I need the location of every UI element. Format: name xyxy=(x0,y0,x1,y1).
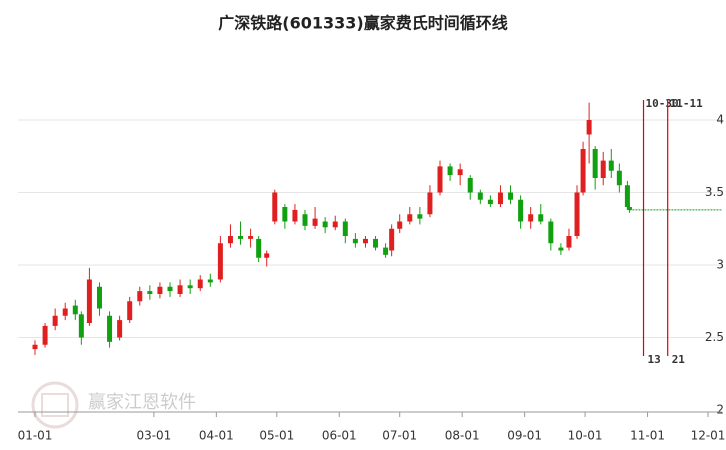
x-tick-label: 06-01 xyxy=(322,429,357,443)
candle-body xyxy=(127,301,133,321)
candle-body xyxy=(447,166,453,176)
x-tick-label: 05-01 xyxy=(259,429,294,443)
candle-body xyxy=(566,236,572,248)
candle-body xyxy=(626,207,632,210)
candle-body xyxy=(538,214,544,222)
candle-body xyxy=(362,238,368,244)
candle-body xyxy=(389,228,395,251)
candle-body xyxy=(72,305,78,315)
candle-body xyxy=(457,169,463,176)
candle-body xyxy=(616,170,622,186)
y-tick-label: 2 xyxy=(716,403,724,417)
candle-body xyxy=(42,325,48,345)
candle-body xyxy=(32,344,38,350)
candle-body xyxy=(78,314,84,338)
candle-body xyxy=(302,214,308,226)
candle-body xyxy=(217,243,223,280)
candle-body xyxy=(407,214,413,222)
cycle-date-label: 11-11 xyxy=(670,97,703,110)
candle-body xyxy=(437,166,443,193)
candle-body xyxy=(508,192,514,200)
candle-body xyxy=(197,279,203,289)
y-tick-label: 3.5 xyxy=(705,185,724,199)
x-tick-label: 04-01 xyxy=(199,429,234,443)
candle-body xyxy=(477,192,483,200)
candle-body xyxy=(558,247,564,251)
x-tick-label: 08-01 xyxy=(445,429,480,443)
candle-body xyxy=(352,238,358,244)
candle-body xyxy=(167,286,173,292)
watermark: 赢家江恩软件 xyxy=(88,391,196,413)
candle-body xyxy=(117,320,123,338)
candle-body xyxy=(322,221,328,228)
x-tick-label: 11-01 xyxy=(630,429,665,443)
candle-body xyxy=(147,291,153,294)
candle-body xyxy=(52,315,58,326)
x-tick-label: 07-01 xyxy=(382,429,417,443)
candle-body xyxy=(417,214,423,219)
candle-body xyxy=(586,120,592,135)
cycle-count-label: 21 xyxy=(672,353,686,366)
candle-body xyxy=(107,315,113,342)
candle-body xyxy=(264,253,270,258)
x-tick-label: 09-01 xyxy=(507,429,542,443)
cycle-date-label: 10-30 xyxy=(646,97,679,110)
candle-body xyxy=(282,207,288,222)
candle-body xyxy=(96,286,102,309)
candle-body xyxy=(580,149,586,193)
candle-body xyxy=(592,149,598,178)
candle-body xyxy=(600,160,606,178)
watermark-logo xyxy=(31,381,79,429)
candle-body xyxy=(292,209,298,222)
chart-title: 广深铁路(601333)赢家费氏时间循环线 xyxy=(218,14,507,33)
candle-body xyxy=(248,236,254,239)
candle-body xyxy=(427,192,433,215)
candle-body xyxy=(187,285,193,289)
candle-body xyxy=(497,192,503,205)
candle-body xyxy=(207,279,213,283)
candle-body xyxy=(528,214,534,222)
candle-body xyxy=(373,238,379,248)
candle-body xyxy=(487,199,493,205)
candle-body xyxy=(518,199,524,222)
candle-body xyxy=(177,285,183,294)
candle-body xyxy=(62,308,68,316)
y-tick-label: 3 xyxy=(716,258,724,272)
candle-body xyxy=(574,192,580,236)
x-tick-label: 10-01 xyxy=(568,429,603,443)
x-tick-label: 12-01 xyxy=(691,429,726,443)
candle-body xyxy=(342,221,348,236)
candle-body xyxy=(272,192,278,222)
candle-body xyxy=(624,185,630,207)
candle-body xyxy=(137,291,143,302)
candle-body xyxy=(548,221,554,244)
y-tick-label: 2.5 xyxy=(705,330,724,344)
x-tick-label: 01-01 xyxy=(18,429,53,443)
candle-body xyxy=(312,218,318,226)
x-tick-label: 03-01 xyxy=(136,429,171,443)
candle-body xyxy=(86,279,92,323)
candle-body xyxy=(157,286,163,294)
y-tick-label: 4 xyxy=(716,113,724,127)
candle-body xyxy=(238,236,244,239)
candle-body xyxy=(608,160,614,171)
candle-body xyxy=(467,178,473,193)
candle-body xyxy=(383,247,389,255)
candle-body xyxy=(332,221,338,228)
candle-body xyxy=(397,221,403,229)
candle-body xyxy=(256,238,262,258)
candle-body xyxy=(227,236,233,244)
cycle-count-label: 13 xyxy=(648,353,661,366)
